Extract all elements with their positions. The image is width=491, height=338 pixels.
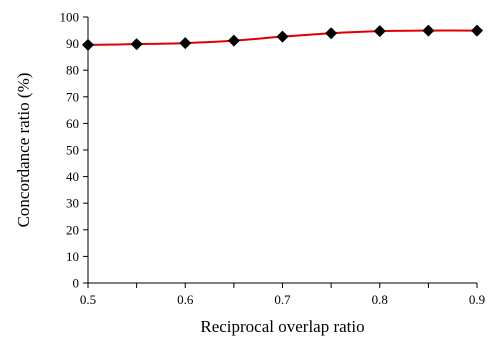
x-tick-label: 0.9 xyxy=(469,292,485,307)
y-tick-label: 90 xyxy=(66,36,79,51)
y-tick-label: 50 xyxy=(66,143,79,158)
x-axis-ticks: 0.5 0.6 0.7 0.8 0.9 xyxy=(80,283,485,307)
y-tick-label: 10 xyxy=(66,249,79,264)
y-tick-label: 40 xyxy=(66,169,79,184)
x-axis-title: Reciprocal overlap ratio xyxy=(200,317,364,336)
data-point-marker xyxy=(179,37,192,50)
y-tick-label: 30 xyxy=(66,196,79,211)
y-tick-label: 80 xyxy=(66,63,79,78)
data-point-marker xyxy=(471,24,483,37)
x-tick-label: 0.6 xyxy=(177,292,194,307)
data-point-marker xyxy=(422,24,435,37)
x-tick-label: 0.7 xyxy=(274,292,291,307)
data-point-marker xyxy=(82,38,94,51)
data-point-marker xyxy=(276,30,289,43)
y-tick-label: 70 xyxy=(66,89,79,104)
y-tick-label: 0 xyxy=(73,276,80,291)
data-point-marker xyxy=(325,27,338,40)
data-markers xyxy=(82,24,483,51)
y-tick-label: 60 xyxy=(66,116,79,131)
x-tick-label: 0.5 xyxy=(80,292,96,307)
y-axis-ticks: 0 10 20 30 40 50 60 70 80 90 100 xyxy=(60,10,88,291)
data-point-marker xyxy=(227,34,240,47)
x-tick-label: 0.8 xyxy=(372,292,388,307)
data-point-marker xyxy=(373,25,386,38)
data-point-marker xyxy=(130,38,143,51)
y-tick-label: 20 xyxy=(66,222,79,237)
y-tick-label: 100 xyxy=(60,10,80,25)
y-axis-title: Concordance ratio (%) xyxy=(14,73,33,228)
